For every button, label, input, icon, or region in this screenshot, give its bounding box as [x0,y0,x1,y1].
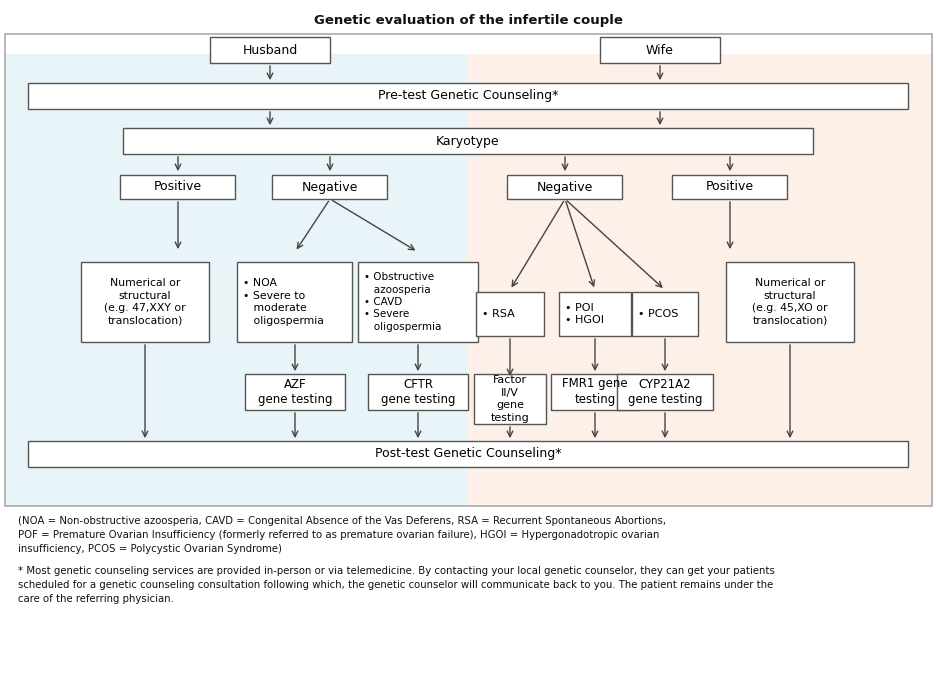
Bar [121,175,235,199]
Bar [358,262,477,342]
Bar [272,175,388,199]
Text: Husband: Husband [242,44,298,57]
Text: Positive: Positive [154,181,202,194]
Bar [123,128,812,154]
Bar [237,262,352,342]
Bar [28,441,907,467]
Text: FMR1 gene
testing: FMR1 gene testing [562,378,627,406]
Text: • NOA
• Severe to
   moderate
   oligospermia: • NOA • Severe to moderate oligospermia [243,278,324,326]
Bar [210,37,329,63]
Text: Numerical or
structural
(e.g. 47,XXY or
translocation): Numerical or structural (e.g. 47,XXY or … [104,278,185,326]
Text: CFTR
gene testing: CFTR gene testing [380,378,455,406]
Bar [5,54,466,506]
Bar [244,374,344,410]
Text: CYP21A2
gene testing: CYP21A2 gene testing [627,378,701,406]
Bar [466,54,931,506]
Bar [599,37,719,63]
Text: (NOA = Non-obstructive azoosperia, CAVD = Congenital Absence of the Vas Deferens: (NOA = Non-obstructive azoosperia, CAVD … [18,516,665,554]
Bar [80,262,209,342]
Bar [616,374,712,410]
Bar [507,175,622,199]
Bar [28,83,907,109]
Bar [672,175,786,199]
Text: Positive: Positive [705,181,753,194]
Bar [725,262,853,342]
Text: AZF
gene testing: AZF gene testing [257,378,332,406]
Bar [550,374,638,410]
Text: Karyotype: Karyotype [436,135,499,148]
Text: • Obstructive
   azoosperia
• CAVD
• Severe
   oligospermia: • Obstructive azoosperia • CAVD • Severe… [363,272,441,332]
Text: Post-test Genetic Counseling*: Post-test Genetic Counseling* [374,447,561,460]
Text: • RSA: • RSA [481,309,514,319]
Text: • PCOS: • PCOS [637,309,678,319]
Text: Factor
II/V
gene
testing: Factor II/V gene testing [490,376,529,423]
Bar [368,374,467,410]
Text: Wife: Wife [646,44,673,57]
Bar [475,292,544,336]
Text: Pre-test Genetic Counseling*: Pre-test Genetic Counseling* [377,90,558,103]
Bar [5,34,931,506]
Text: Negative: Negative [536,181,592,194]
Text: Numerical or
structural
(e.g. 45,XO or
translocation): Numerical or structural (e.g. 45,XO or t… [752,278,826,326]
Text: • POI
• HGOI: • POI • HGOI [564,303,604,325]
Text: Genetic evaluation of the infertile couple: Genetic evaluation of the infertile coup… [314,14,622,27]
Bar [631,292,697,336]
Bar [474,374,546,424]
Text: * Most genetic counseling services are provided in-person or via telemedicine. B: * Most genetic counseling services are p… [18,566,774,604]
Text: Negative: Negative [301,181,358,194]
Bar [559,292,630,336]
